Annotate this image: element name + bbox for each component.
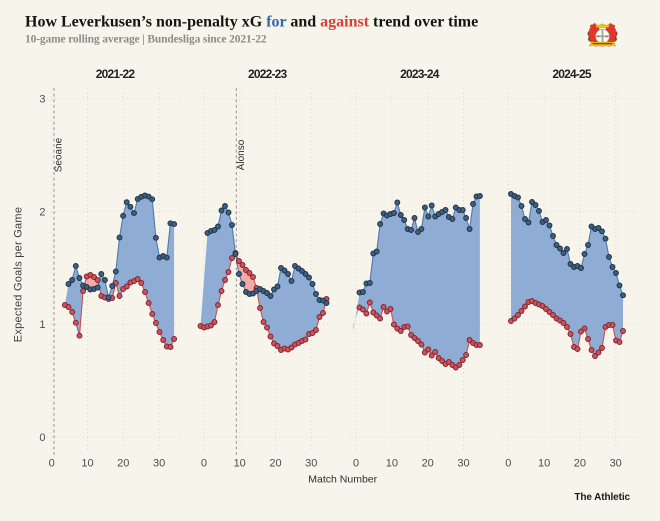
svg-text:2022-23: 2022-23 — [248, 67, 288, 81]
svg-text:1: 1 — [39, 319, 45, 331]
svg-text:0: 0 — [505, 458, 511, 470]
svg-text:2021-22: 2021-22 — [96, 67, 136, 81]
svg-text:20: 20 — [117, 458, 129, 470]
svg-text:Match Number: Match Number — [308, 474, 377, 486]
svg-text:30: 30 — [457, 458, 469, 470]
svg-text:How Leverkusen’s non-penalty x: How Leverkusen’s non-penalty xG for and … — [25, 14, 478, 31]
svg-text:10: 10 — [81, 458, 93, 470]
svg-text:Seoane: Seoane — [54, 137, 65, 172]
svg-text:0: 0 — [201, 458, 207, 470]
svg-text:2023-24: 2023-24 — [400, 67, 440, 81]
svg-text:10: 10 — [234, 458, 246, 470]
svg-text:10: 10 — [386, 458, 398, 470]
svg-text:The Athletic: The Athletic — [574, 492, 630, 503]
svg-text:Expected Goals per Game: Expected Goals per Game — [13, 207, 25, 342]
svg-text:20: 20 — [422, 458, 434, 470]
svg-text:30: 30 — [610, 458, 622, 470]
svg-text:2024-25: 2024-25 — [552, 67, 592, 81]
svg-text:20: 20 — [574, 458, 586, 470]
svg-text:0: 0 — [49, 458, 55, 470]
svg-text:Alonso: Alonso — [236, 139, 247, 170]
svg-text:3: 3 — [39, 94, 45, 106]
svg-text:30: 30 — [153, 458, 165, 470]
svg-text:10-game rolling average | Bund: 10-game rolling average | Bundesliga sin… — [25, 34, 267, 46]
svg-text:2: 2 — [39, 206, 45, 218]
svg-text:0: 0 — [353, 458, 359, 470]
svg-text:20: 20 — [269, 458, 281, 470]
svg-text:0: 0 — [39, 432, 45, 444]
svg-text:30: 30 — [305, 458, 317, 470]
svg-text:10: 10 — [538, 458, 550, 470]
